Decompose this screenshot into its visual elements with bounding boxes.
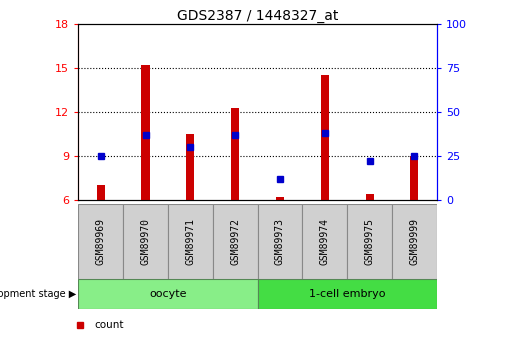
Text: GSM89973: GSM89973 <box>275 218 285 265</box>
Bar <box>392 204 437 279</box>
Text: GSM89971: GSM89971 <box>185 218 195 265</box>
Bar <box>302 204 347 279</box>
Title: GDS2387 / 1448327_at: GDS2387 / 1448327_at <box>177 9 338 23</box>
Text: count: count <box>95 320 124 330</box>
Bar <box>347 204 392 279</box>
Bar <box>168 204 213 279</box>
Text: GSM89969: GSM89969 <box>95 218 106 265</box>
Bar <box>78 279 258 309</box>
Bar <box>276 197 284 200</box>
Bar <box>78 204 123 279</box>
Text: 1-cell embryo: 1-cell embryo <box>309 289 385 299</box>
Bar <box>258 204 302 279</box>
Text: GSM89975: GSM89975 <box>365 218 375 265</box>
Bar <box>96 186 105 200</box>
Text: GSM89974: GSM89974 <box>320 218 330 265</box>
Bar <box>123 204 168 279</box>
Text: development stage ▶: development stage ▶ <box>0 289 77 299</box>
Bar <box>141 65 149 200</box>
Bar <box>213 204 258 279</box>
Bar <box>258 279 437 309</box>
Text: oocyte: oocyte <box>149 289 187 299</box>
Text: GSM89972: GSM89972 <box>230 218 240 265</box>
Bar <box>186 134 194 200</box>
Bar <box>411 156 419 200</box>
Text: GSM89999: GSM89999 <box>410 218 420 265</box>
Bar <box>231 108 239 200</box>
Bar <box>321 76 329 200</box>
Bar <box>366 194 374 200</box>
Text: GSM89970: GSM89970 <box>140 218 150 265</box>
